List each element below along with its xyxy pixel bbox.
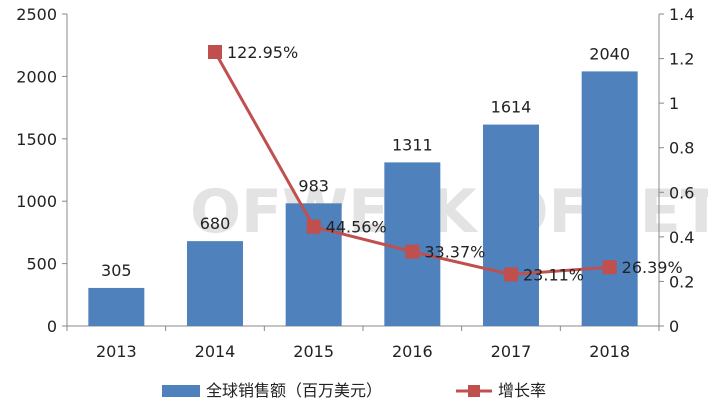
legend-bar-swatch (162, 385, 200, 397)
bar-value-label: 2040 (589, 44, 630, 63)
bar (581, 71, 638, 327)
right-tick-label: 0.8 (669, 139, 694, 158)
x-tick-label: 2017 (491, 342, 532, 361)
bar (483, 124, 539, 326)
left-tick-label: 2000 (16, 67, 57, 86)
right-tick-label: 0 (669, 317, 679, 336)
bar-value-label: 680 (200, 214, 231, 233)
growth-rate-label: 33.37% (424, 243, 485, 262)
growth-rate-marker (208, 44, 222, 59)
legend-line-label: 增长率 (498, 381, 546, 400)
left-tick-label: 2500 (16, 5, 57, 24)
x-tick-label: 2015 (293, 342, 334, 361)
bar-value-label: 983 (298, 176, 329, 195)
legend-bar-label: 全球销售额（百万美元） (206, 381, 382, 400)
right-tick-label: 0.6 (669, 183, 694, 202)
right-tick-label: 1.4 (669, 5, 694, 24)
growth-rate-marker (602, 260, 617, 275)
growth-rate-marker (405, 244, 420, 259)
right-tick-label: 1.2 (669, 50, 694, 69)
x-tick-label: 2014 (195, 342, 236, 361)
legend-line-marker (468, 385, 480, 397)
bar (88, 287, 145, 326)
bar-value-label: 305 (101, 261, 132, 280)
right-tick-label: 1 (669, 94, 679, 113)
bar-value-label: 1311 (392, 135, 433, 154)
x-axis-ticks: 2013 2014 2015 2016 2017 2018 (66, 326, 660, 361)
legend: 全球销售额（百万美元） 增长率 (162, 381, 546, 400)
bar (384, 162, 441, 326)
right-axis-ticks: 0 0.2 0.4 0.6 0.8 1 1.2 1.4 (659, 5, 694, 336)
left-axis-ticks: 0 500 1000 1500 2000 2500 (16, 5, 67, 336)
left-tick-label: 1500 (16, 130, 57, 149)
x-tick-label: 2013 (96, 342, 137, 361)
right-tick-label: 0.4 (669, 228, 694, 247)
line-data-labels: 122.95% 44.56% 33.37% 23.11% 26.39% (227, 43, 683, 285)
bar-data-labels: 305 680 983 1311 1614 2040 (101, 44, 630, 280)
x-tick-label: 2016 (392, 342, 433, 361)
growth-rate-marker (306, 219, 321, 234)
bar-value-label: 1614 (491, 98, 532, 117)
bar (187, 241, 243, 326)
right-tick-label: 0.2 (669, 272, 694, 291)
left-tick-label: 500 (26, 255, 57, 274)
growth-rate-label: 122.95% (227, 43, 298, 62)
growth-rate-marker (504, 267, 518, 282)
left-tick-label: 0 (47, 317, 57, 336)
growth-rate-label: 23.11% (523, 265, 584, 284)
growth-rate-label: 26.39% (622, 258, 683, 277)
line-series (208, 44, 617, 282)
x-tick-label: 2018 (589, 342, 630, 361)
left-tick-label: 1000 (16, 192, 57, 211)
growth-rate-label: 44.56% (326, 218, 387, 237)
